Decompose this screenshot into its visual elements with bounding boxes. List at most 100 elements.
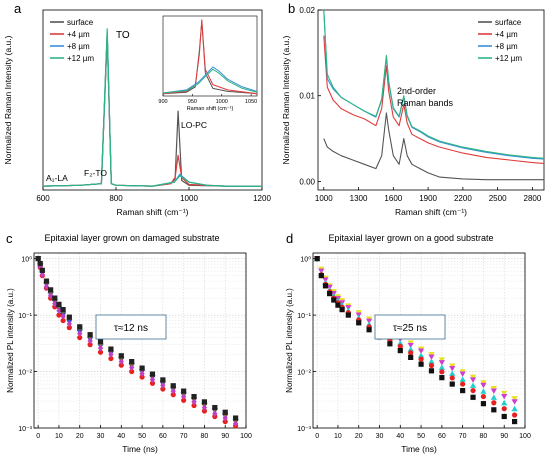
data-point xyxy=(56,312,62,318)
data-point xyxy=(139,374,145,380)
data-point xyxy=(129,364,135,371)
annotation-to: TO xyxy=(116,30,130,41)
series-c-4 xyxy=(35,256,239,421)
data-point xyxy=(66,325,72,331)
x-tick-label-b: 1900 xyxy=(419,194,437,203)
x-tick-label-c: 90 xyxy=(221,433,229,440)
data-point xyxy=(52,300,58,307)
x-tick-label-c: 100 xyxy=(240,433,252,440)
y-tick-label-b: 0.02 xyxy=(299,6,315,15)
data-point xyxy=(449,365,456,372)
x-tick-label-d: 10 xyxy=(334,433,342,440)
x-tick-label-d: 0 xyxy=(315,433,319,440)
x-tick-label-c: 10 xyxy=(55,433,63,440)
data-point xyxy=(87,332,93,338)
x-tick-label-d: 30 xyxy=(376,433,384,440)
x-tick-label-d: 100 xyxy=(519,433,531,440)
inset-series-line-3 xyxy=(162,68,258,94)
data-point xyxy=(460,381,466,387)
data-point xyxy=(170,383,176,389)
data-point xyxy=(201,404,208,411)
data-point xyxy=(191,402,197,409)
data-point xyxy=(97,344,104,352)
data-point xyxy=(439,375,445,381)
plot-frame-a xyxy=(42,9,263,191)
data-point xyxy=(408,350,414,356)
data-point xyxy=(491,400,497,406)
x-tick-label-a: 1200 xyxy=(253,194,271,203)
data-point xyxy=(48,292,54,300)
data-point xyxy=(149,376,156,383)
data-point xyxy=(233,415,239,421)
data-point xyxy=(222,409,228,415)
data-point xyxy=(417,352,425,358)
data-point xyxy=(327,291,333,297)
x-tick-label-a: 1000 xyxy=(180,194,198,203)
x-tick-label-d: 80 xyxy=(480,433,488,440)
data-point xyxy=(129,359,135,365)
data-point xyxy=(512,418,518,425)
y-tick-label-d: 10⁰ xyxy=(300,256,311,264)
data-point xyxy=(501,399,508,406)
data-point xyxy=(365,318,373,325)
inset-frame xyxy=(162,15,258,97)
data-point xyxy=(129,368,135,375)
data-point xyxy=(469,382,477,388)
data-point xyxy=(118,358,124,365)
data-point xyxy=(181,397,187,403)
data-point xyxy=(438,357,445,363)
x-tick-label-d: 20 xyxy=(355,433,363,440)
data-point xyxy=(345,312,351,318)
legend-entry-a: +8 µm xyxy=(67,42,90,51)
data-point xyxy=(459,371,466,377)
annotation-box-d xyxy=(374,314,446,340)
data-point xyxy=(160,386,166,392)
data-point xyxy=(490,388,497,394)
x-axis-label-a: Raman shift (cm⁻¹) xyxy=(116,207,188,217)
data-point xyxy=(417,348,425,354)
x-tick-label-d: 40 xyxy=(396,433,404,440)
data-point xyxy=(39,271,45,279)
annotation-raman-bands: Raman bands xyxy=(397,98,454,108)
data-point xyxy=(43,278,50,284)
data-point xyxy=(331,297,337,303)
data-point xyxy=(60,317,66,324)
y-axis-label-c: Normalized PL intensity (a.u.) xyxy=(6,288,15,393)
data-point xyxy=(335,302,341,308)
series-c-0 xyxy=(35,256,239,429)
data-point xyxy=(459,376,466,382)
legend-a: surface +4 µm +8 µm +12 µm xyxy=(50,18,94,63)
y-tick-label-c: 10⁰ xyxy=(21,256,32,264)
panel-d: d Epitaxial layer grown on a good substra… xyxy=(285,231,531,454)
y-tick-label-d: 10⁻³ xyxy=(297,426,311,433)
data-point xyxy=(52,295,58,301)
data-point xyxy=(438,360,445,366)
annotation-tau-c: τ≈12 ns xyxy=(114,323,148,334)
x-tick-label-d: 60 xyxy=(438,433,446,440)
x-tick-label-a: 600 xyxy=(36,194,50,203)
data-point xyxy=(60,312,66,320)
legend-entry-a: surface xyxy=(67,18,94,27)
data-point xyxy=(222,414,228,422)
panel-label-b: b xyxy=(288,1,295,16)
data-point xyxy=(108,346,114,352)
data-point xyxy=(470,394,476,400)
inset-series-line-2 xyxy=(162,66,258,94)
data-point xyxy=(48,287,54,293)
legend-entry-b: surface xyxy=(495,18,522,27)
y-tick-label-b: 0.01 xyxy=(299,92,315,101)
data-point xyxy=(139,365,145,371)
data-point xyxy=(87,337,93,345)
data-point xyxy=(35,256,41,262)
data-point xyxy=(322,283,329,289)
data-point xyxy=(397,348,403,354)
data-point xyxy=(511,405,518,412)
annotation-2nd-order: 2nd-order xyxy=(397,86,436,96)
annotation-box-c xyxy=(95,314,167,340)
data-point xyxy=(511,399,518,405)
data-point xyxy=(139,370,145,377)
x-tick-label-b: 1000 xyxy=(315,194,333,203)
data-point xyxy=(191,398,197,406)
chart-title-c: Epitaxial layer grown on damaged substra… xyxy=(44,233,219,243)
data-point xyxy=(56,301,62,307)
